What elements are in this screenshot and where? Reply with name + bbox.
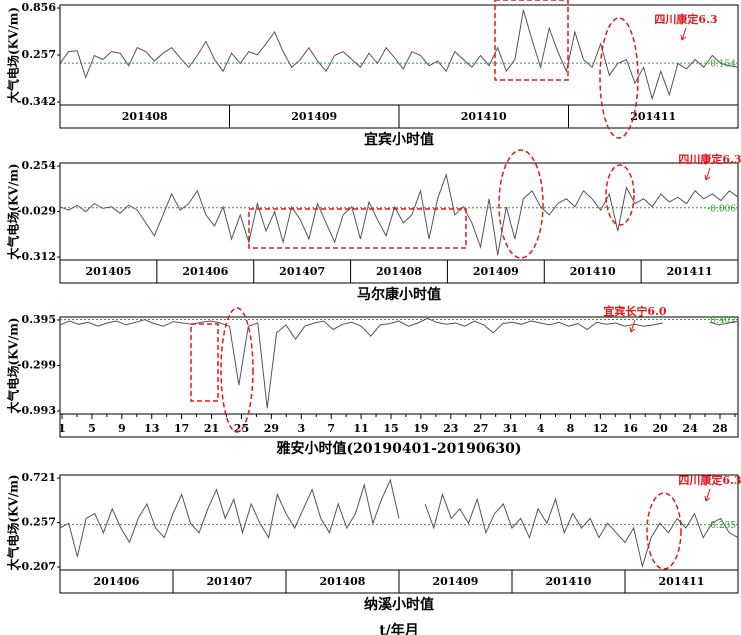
plot-frame: [59, 162, 739, 284]
x-tick-label: 28: [712, 422, 728, 435]
reference-label: 0.154: [710, 60, 736, 70]
x-tick-label: 20: [653, 422, 669, 435]
panel-title: 纳溪小时值: [364, 596, 434, 613]
y-tick-label: -0.993: [17, 404, 56, 417]
annotation: 宜宾长宁6.0: [603, 304, 666, 318]
x-tick-label: 8: [567, 422, 575, 435]
x-tick-label: 17: [174, 422, 189, 435]
y-tick-label: 0.257: [22, 48, 56, 61]
plot-frame: [59, 316, 739, 438]
x-tick-label: 15: [383, 422, 398, 435]
x-tick-label: 31: [503, 422, 518, 435]
x-tick-label: 201410: [546, 575, 592, 588]
reference-label: 0.402: [710, 316, 736, 326]
y-tick-label: 0.856: [22, 1, 57, 14]
x-tick-label: 201411: [667, 265, 713, 278]
x-tick-label: 3: [297, 422, 305, 435]
x-tick-label: 23: [443, 422, 458, 435]
y-tick-label: 0.254: [22, 159, 57, 172]
highlight-ellipse: [220, 307, 254, 433]
x-tick-label: 19: [413, 422, 428, 435]
panel-title: 马尔康小时值: [357, 286, 441, 303]
highlight-box: [190, 323, 219, 402]
y-axis-label: 大气电场(KV/m): [6, 163, 21, 259]
highlight-box: [494, 0, 569, 81]
x-tick-label: 13: [144, 422, 159, 435]
highlight-ellipse: [646, 492, 682, 570]
x-tick-label: 27: [473, 422, 488, 435]
x-tick-label: 24: [682, 422, 698, 435]
panel-title: 雅安小时值(20190401-20190630): [277, 440, 522, 457]
annotation: 四川康定6.3: [654, 12, 717, 26]
data-line: [59, 172, 739, 256]
y-tick-label: -0.312: [17, 250, 56, 263]
x-tick-label: 21: [204, 422, 219, 435]
x-tick-label: 1: [58, 422, 66, 435]
x-tick-label: 16: [623, 422, 639, 435]
highlight-box: [248, 208, 467, 249]
x-tick-label: 11: [353, 422, 368, 435]
annotation-arrow: [704, 167, 711, 181]
x-tick-label: 201407: [279, 265, 325, 278]
y-tick-label: -0.299: [17, 359, 56, 372]
x-tick-label: 201410: [570, 265, 616, 278]
annotation: 四川康定6.3: [678, 473, 741, 487]
data-line: [59, 478, 739, 569]
highlight-ellipse: [498, 149, 544, 259]
x-tick-label: 201410: [461, 110, 507, 123]
y-tick-label: -0.342: [17, 95, 56, 108]
y-tick-label: -0.029: [17, 205, 56, 218]
x-tick-label: 201408: [122, 110, 168, 123]
x-tick-label: 201407: [207, 575, 253, 588]
highlight-ellipse: [605, 164, 635, 226]
x-tick-label: 201408: [320, 575, 366, 588]
data-line: [59, 317, 739, 409]
x-tick-label: 4: [537, 422, 545, 435]
x-tick-label: 5: [88, 422, 96, 435]
annotation-arrow: [680, 27, 687, 41]
annotation: 四川康定6.3: [678, 152, 741, 166]
x-tick-label: 201409: [291, 110, 337, 123]
y-axis-label: 大气电场(KV/m): [6, 317, 21, 413]
y-axis-label: 大气电场(KV/m): [6, 474, 21, 570]
panel-title: 宜宾小时值: [364, 131, 434, 148]
x-tick-label: 9: [118, 422, 126, 435]
x-tick-label: 201409: [433, 575, 479, 588]
data-line: [59, 9, 739, 101]
x-tick-label: 29: [264, 422, 279, 435]
x-tick-label: 12: [593, 422, 608, 435]
y-axis-label: 大气电场(KV/m): [6, 7, 21, 103]
x-tick-label: 201405: [85, 265, 131, 278]
y-tick-label: 0.721: [22, 471, 56, 484]
reference-label: 0.235: [710, 521, 736, 531]
highlight-ellipse: [599, 17, 639, 139]
x-tick-label: 201406: [94, 575, 140, 588]
x-tick-label: 7: [327, 422, 335, 435]
x-tick-label: 201411: [659, 575, 705, 588]
x-tick-label: 201409: [473, 265, 519, 278]
y-tick-label: 0.257: [22, 516, 56, 529]
x-axis-label: t/年月: [379, 622, 419, 635]
reference-label: -0.006: [707, 204, 736, 214]
x-tick-label: 201408: [376, 265, 422, 278]
x-tick-label: 201406: [182, 265, 228, 278]
annotation-arrow: [629, 319, 636, 333]
y-tick-label: 0.395: [22, 313, 56, 326]
x-tick-label: 201411: [630, 110, 676, 123]
annotation-arrow: [704, 488, 711, 502]
y-tick-label: -0.207: [17, 560, 56, 573]
